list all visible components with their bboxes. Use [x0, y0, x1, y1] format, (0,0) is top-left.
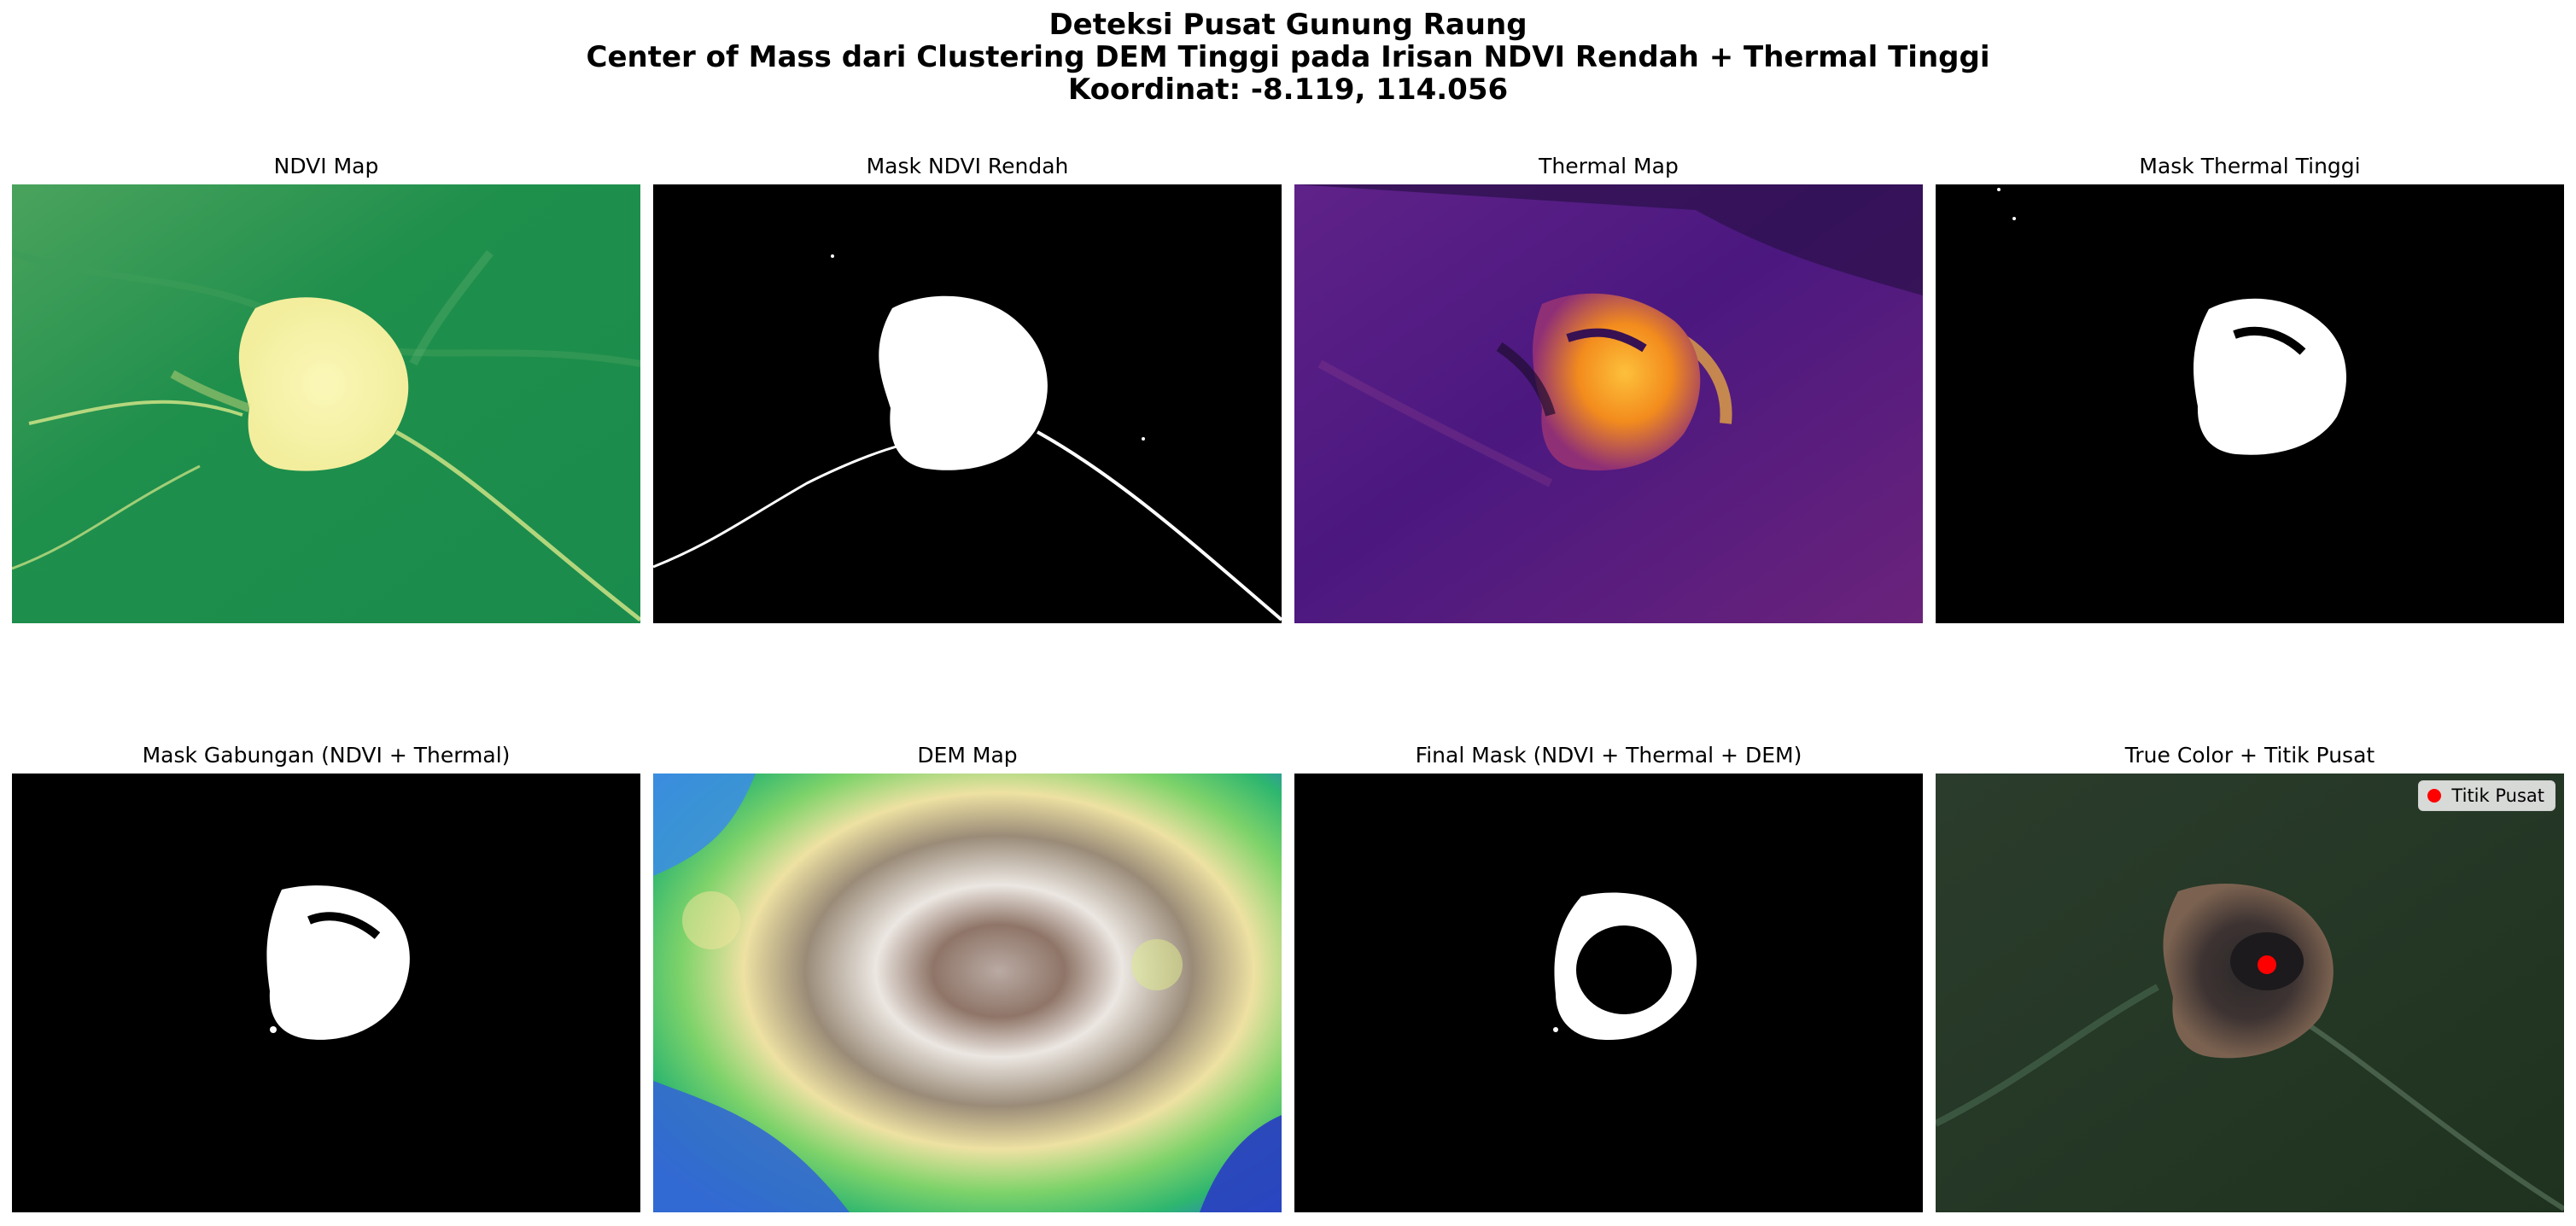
ndvi-map-panel: [12, 184, 640, 623]
dem-map-panel: [653, 774, 1282, 1212]
panel-title-true-color: True Color + Titik Pusat: [2124, 743, 2375, 768]
legend: Titik Pusat: [2418, 780, 2556, 811]
legend-label: Titik Pusat: [2451, 785, 2544, 806]
panel-title-mask-ndvi-rendah: Mask NDVI Rendah: [866, 154, 1069, 178]
thermal-map-panel: [1294, 184, 1923, 623]
mask-thermal-tinggi-panel: [1936, 184, 2564, 623]
panel-title-thermal-map: Thermal Map: [1539, 154, 1679, 178]
panel-title-ndvi-map: NDVI Map: [273, 154, 379, 178]
mask-gabungan-panel: [12, 774, 640, 1212]
final-mask-panel: [1294, 774, 1923, 1212]
figure-title: Deteksi Pusat Gunung Raung Center of Mas…: [0, 9, 2576, 106]
panel-title-final-mask: Final Mask (NDVI + Thermal + DEM): [1415, 743, 1802, 768]
figure-title-line-3: Koordinat: -8.119, 114.056: [1067, 73, 1509, 107]
mask-gabungan-image: [12, 774, 640, 1212]
dem-map-image: [653, 774, 1282, 1212]
panel-title-mask-thermal-tinggi: Mask Thermal Tinggi: [2139, 154, 2361, 178]
mask-ndvi-rendah-panel: [653, 184, 1282, 623]
thermal-map-image: [1294, 184, 1923, 623]
ndvi-map-image: [12, 184, 640, 623]
center-point-marker: [2258, 955, 2276, 974]
true-color-image: [1936, 774, 2564, 1212]
final-mask-image: [1294, 774, 1923, 1212]
figure-title-line-1: Deteksi Pusat Gunung Raung: [1049, 8, 1527, 42]
mask-ndvi-rendah-image: [653, 184, 1282, 623]
true-color-panel: Titik Pusat: [1936, 774, 2564, 1212]
panel-title-mask-gabungan: Mask Gabungan (NDVI + Thermal): [142, 743, 511, 768]
figure-title-line-2: Center of Mass dari Clustering DEM Tingg…: [586, 40, 1990, 74]
mask-thermal-tinggi-image: [1936, 184, 2564, 623]
legend-marker-icon: [2427, 789, 2442, 803]
panel-title-dem-map: DEM Map: [917, 743, 1018, 768]
